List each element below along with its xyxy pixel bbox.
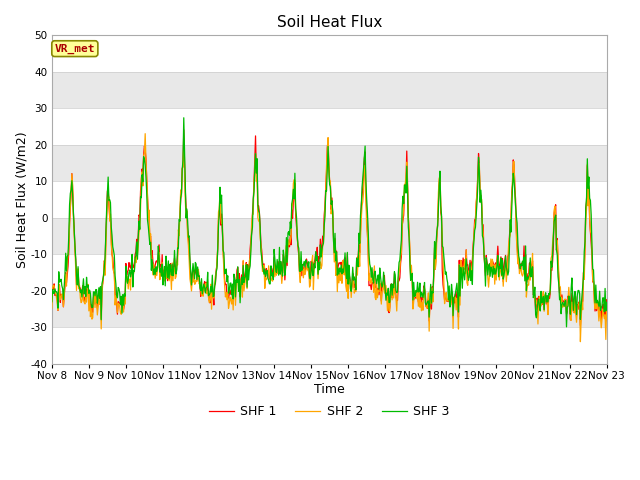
X-axis label: Time: Time [314, 384, 344, 396]
SHF 1 [577, 323, 584, 328]
Line: SHF 3: SHF 3 [52, 118, 607, 327]
SHF 1 [202, 289, 209, 295]
SHF 3 [603, 300, 611, 305]
SHF 2 [115, 301, 123, 307]
Bar [52, 108, 607, 145]
SHF 2 [202, 284, 209, 290]
SHF 2 [48, 305, 56, 311]
SHF 1 [58, 294, 66, 300]
SHF 2 [141, 131, 149, 136]
SHF 2 [413, 288, 421, 294]
SHF 2 [577, 339, 584, 345]
SHF 3 [180, 115, 188, 120]
SHF 2 [172, 274, 180, 279]
Bar [52, 291, 607, 327]
Title: Soil Heat Flux: Soil Heat Flux [276, 15, 382, 30]
Line: SHF 2: SHF 2 [52, 133, 607, 342]
Y-axis label: Soil Heat Flux (W/m2): Soil Heat Flux (W/m2) [15, 131, 28, 268]
SHF 3 [172, 263, 179, 269]
Bar [52, 181, 607, 218]
SHF 1 [48, 297, 56, 302]
SHF 1 [172, 268, 179, 274]
Text: VR_met: VR_met [54, 44, 95, 54]
SHF 3 [202, 290, 209, 296]
SHF 3 [48, 299, 56, 305]
Bar [52, 36, 607, 72]
Bar [52, 327, 607, 364]
SHF 2 [397, 250, 405, 255]
SHF 1 [115, 300, 123, 305]
SHF 3 [58, 283, 66, 288]
Legend: SHF 1, SHF 2, SHF 3: SHF 1, SHF 2, SHF 3 [204, 400, 454, 423]
Bar [52, 254, 607, 291]
SHF 3 [563, 324, 570, 330]
SHF 3 [397, 237, 405, 243]
SHF 1 [603, 297, 611, 303]
Bar [52, 72, 607, 108]
Line: SHF 1: SHF 1 [52, 130, 607, 325]
SHF 1 [180, 127, 188, 133]
SHF 3 [413, 279, 421, 285]
SHF 2 [603, 303, 611, 309]
SHF 1 [397, 253, 405, 259]
SHF 1 [413, 293, 421, 299]
Bar [52, 145, 607, 181]
SHF 3 [115, 286, 123, 292]
SHF 2 [58, 291, 66, 297]
Bar [52, 218, 607, 254]
